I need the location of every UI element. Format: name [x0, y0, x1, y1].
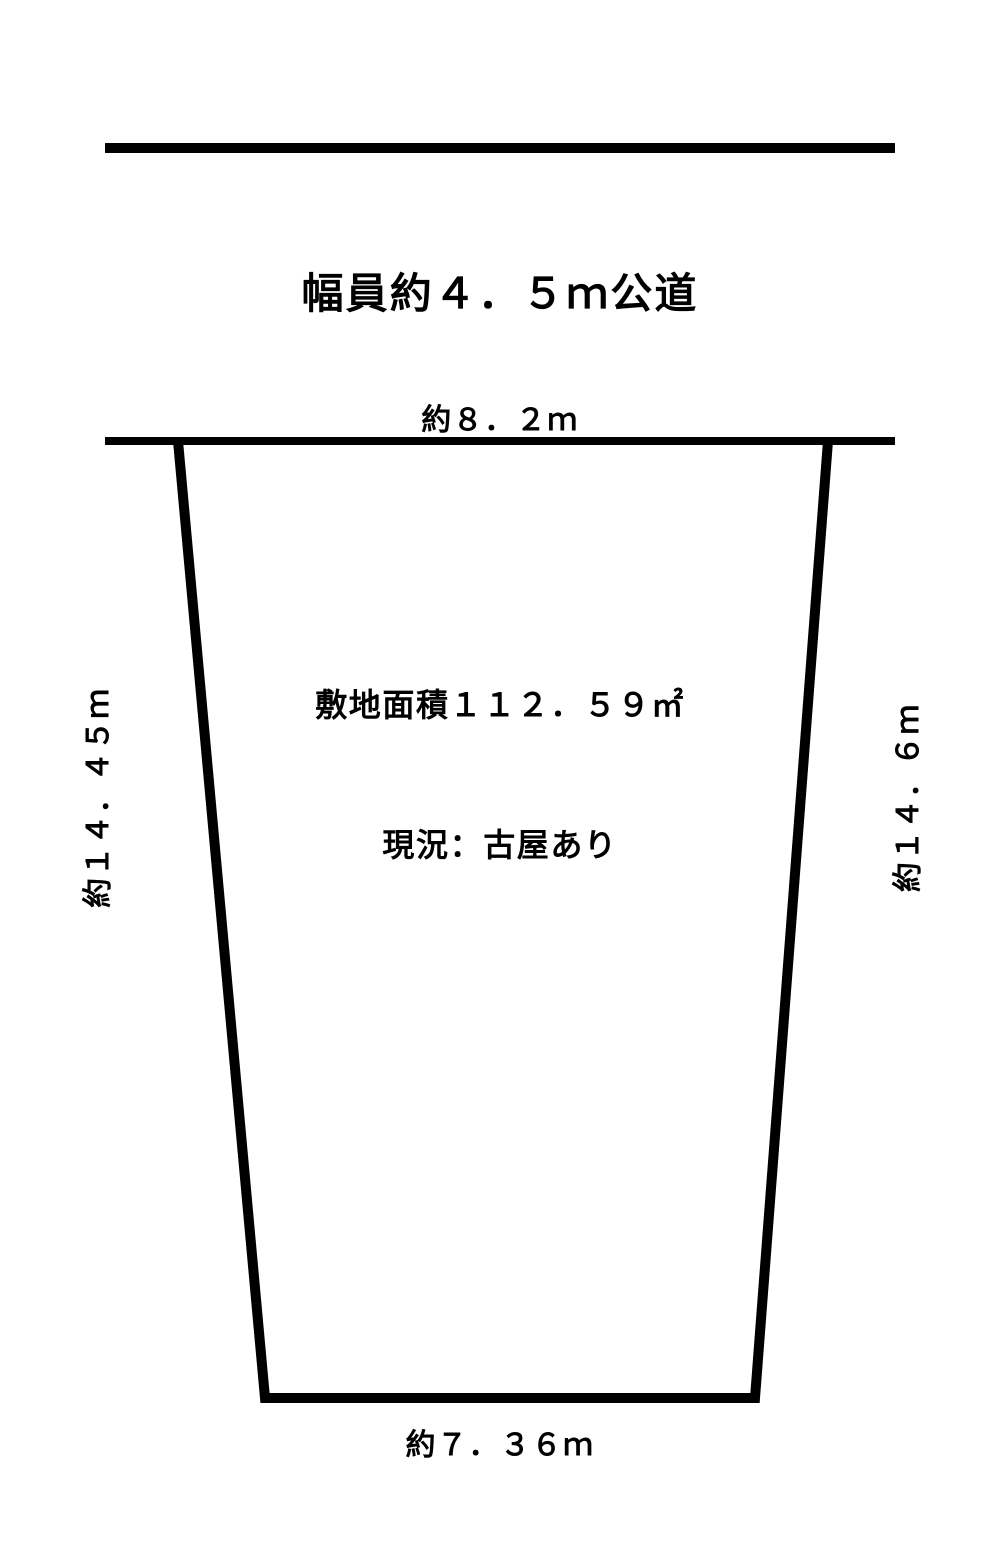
lot-outline: [178, 441, 828, 1398]
dimension-bottom: 約７．３６ｍ: [406, 1420, 595, 1464]
dimension-right: 約１４．６ｍ: [883, 703, 927, 892]
lot-status-label: 現況：古屋あり: [382, 820, 617, 866]
lot-diagram: [0, 0, 1000, 1559]
road-width-label: 幅員約４．５ｍ公道: [302, 260, 699, 321]
lot-area-label: 敷地面積１１２．５９㎡: [315, 680, 685, 726]
dimension-left: 約１４．４５ｍ: [73, 687, 117, 908]
dimension-top: 約８．２ｍ: [421, 395, 579, 439]
